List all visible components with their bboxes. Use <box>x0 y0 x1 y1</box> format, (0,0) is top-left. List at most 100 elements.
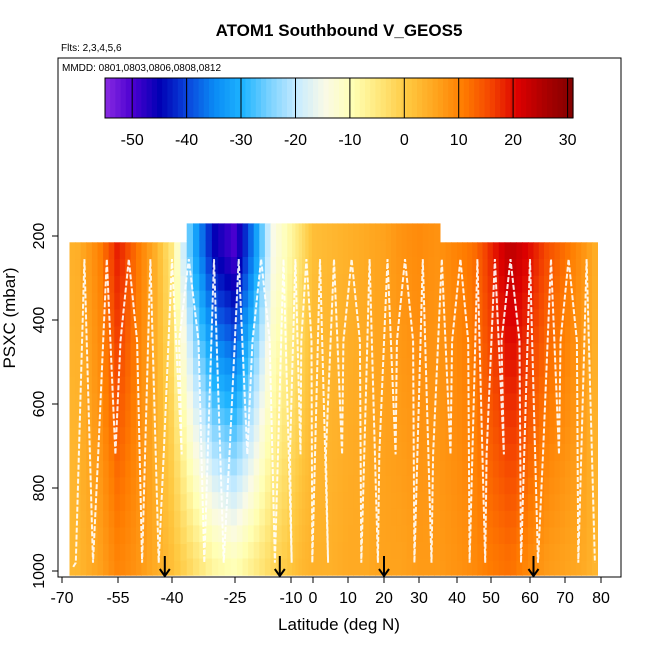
heatmap-cell <box>130 292 137 311</box>
heatmap-cell <box>97 477 104 495</box>
heatmap-cell <box>422 240 430 258</box>
heatmap-cell <box>482 560 489 576</box>
heatmap-cell <box>205 290 213 308</box>
heatmap-cell <box>342 558 349 576</box>
heatmap-cell <box>108 242 115 260</box>
heatmap-cell <box>412 290 418 308</box>
heatmap-cell <box>358 290 365 308</box>
heatmap-cell <box>575 410 582 428</box>
heatmap-cell <box>163 309 169 327</box>
heatmap-cell <box>492 494 500 512</box>
heatmap-cell <box>549 309 556 327</box>
heatmap-cell <box>316 408 323 426</box>
heatmap-cell <box>130 460 137 479</box>
heatmap-cell <box>327 408 333 426</box>
heatmap-cell <box>586 292 593 311</box>
heatmap-cell <box>86 309 93 327</box>
heatmap-cell <box>504 510 512 528</box>
heatmap-cell <box>316 240 323 258</box>
x-tick-label: 40 <box>448 590 466 607</box>
heatmap-cell <box>97 510 104 528</box>
heatmap-cell <box>554 560 561 576</box>
heatmap-cell <box>482 410 489 428</box>
heatmap-cell <box>193 290 200 308</box>
colorbar-swatch <box>349 78 356 118</box>
heatmap-cell <box>75 292 82 311</box>
heatmap-cell <box>510 560 517 576</box>
heatmap-cell <box>264 357 272 376</box>
heatmap-cell <box>457 376 463 395</box>
heatmap-cell <box>570 527 577 545</box>
heatmap-cell <box>130 393 137 411</box>
heatmap-cell <box>575 443 582 462</box>
heatmap-cell <box>482 376 489 395</box>
heatmap-cell <box>559 376 566 395</box>
heatmap-cell <box>69 427 76 445</box>
heatmap-cell <box>538 393 545 411</box>
heatmap-cell <box>186 408 194 426</box>
heatmap-cell <box>152 527 159 545</box>
heatmap-cell <box>554 544 561 562</box>
heatmap-cell <box>467 410 473 428</box>
heatmap-cell <box>462 510 468 528</box>
heatmap-cell <box>451 510 458 528</box>
heatmap-cell <box>477 494 484 512</box>
heatmap-cell <box>108 376 115 395</box>
heatmap-cell <box>248 240 255 258</box>
heatmap-cell <box>477 242 484 260</box>
heatmap-cell <box>510 275 517 294</box>
heatmap-cell <box>332 408 339 426</box>
heatmap-cell <box>308 542 313 560</box>
heatmap-cell <box>224 391 232 409</box>
heatmap-cell <box>528 427 535 445</box>
heatmap-cell <box>358 324 365 342</box>
heatmap-cell <box>498 510 506 528</box>
heatmap-cell <box>472 259 478 277</box>
heatmap-cell <box>321 307 328 325</box>
colorbar-swatch <box>531 78 538 118</box>
heatmap-cell <box>348 257 354 275</box>
heatmap-cell <box>477 527 484 545</box>
heatmap-cell <box>211 257 219 275</box>
heatmap-cell <box>130 343 137 361</box>
heatmap-cell <box>311 240 318 258</box>
heatmap-cell <box>125 443 132 462</box>
heatmap-cell <box>445 460 452 479</box>
flights-label: Flts: 2,3,4,5,6 <box>61 43 122 54</box>
heatmap-cell <box>276 542 283 560</box>
heatmap-cell <box>298 525 303 543</box>
heatmap-cell <box>311 441 318 460</box>
heatmap-cell <box>295 223 300 241</box>
heatmap-cell <box>522 544 529 562</box>
heatmap-cell <box>422 475 430 493</box>
heatmap-cell <box>492 477 500 495</box>
heatmap-cell <box>103 393 110 411</box>
heatmap-cell <box>538 544 545 562</box>
heatmap-cell <box>428 324 435 342</box>
heatmap-cell <box>554 242 561 260</box>
colorbar-swatch <box>333 78 340 118</box>
colorbar-swatch <box>339 78 345 118</box>
heatmap-cell <box>199 374 207 392</box>
heatmap-cell <box>528 560 535 576</box>
heatmap-cell <box>193 475 200 493</box>
heatmap-cell <box>281 492 288 510</box>
heatmap-cell <box>428 341 435 359</box>
heatmap-cell <box>253 558 260 576</box>
heatmap-cell <box>218 542 226 560</box>
heatmap-cell <box>385 425 392 443</box>
heatmap-cell <box>528 544 535 562</box>
heatmap-cell <box>292 542 296 560</box>
heatmap-cell <box>439 309 447 327</box>
heatmap-cell <box>406 558 413 576</box>
heatmap-cell <box>396 458 403 476</box>
heatmap-cell <box>375 558 381 576</box>
heatmap-cell <box>205 558 213 576</box>
heatmap-cell <box>125 359 132 378</box>
heatmap-cell <box>570 292 577 311</box>
heatmap-cell <box>287 290 293 308</box>
colorbar-swatch <box>432 78 439 118</box>
heatmap-cell <box>119 510 126 528</box>
heatmap-cell <box>533 393 540 411</box>
x-tick-label: 70 <box>556 590 574 607</box>
